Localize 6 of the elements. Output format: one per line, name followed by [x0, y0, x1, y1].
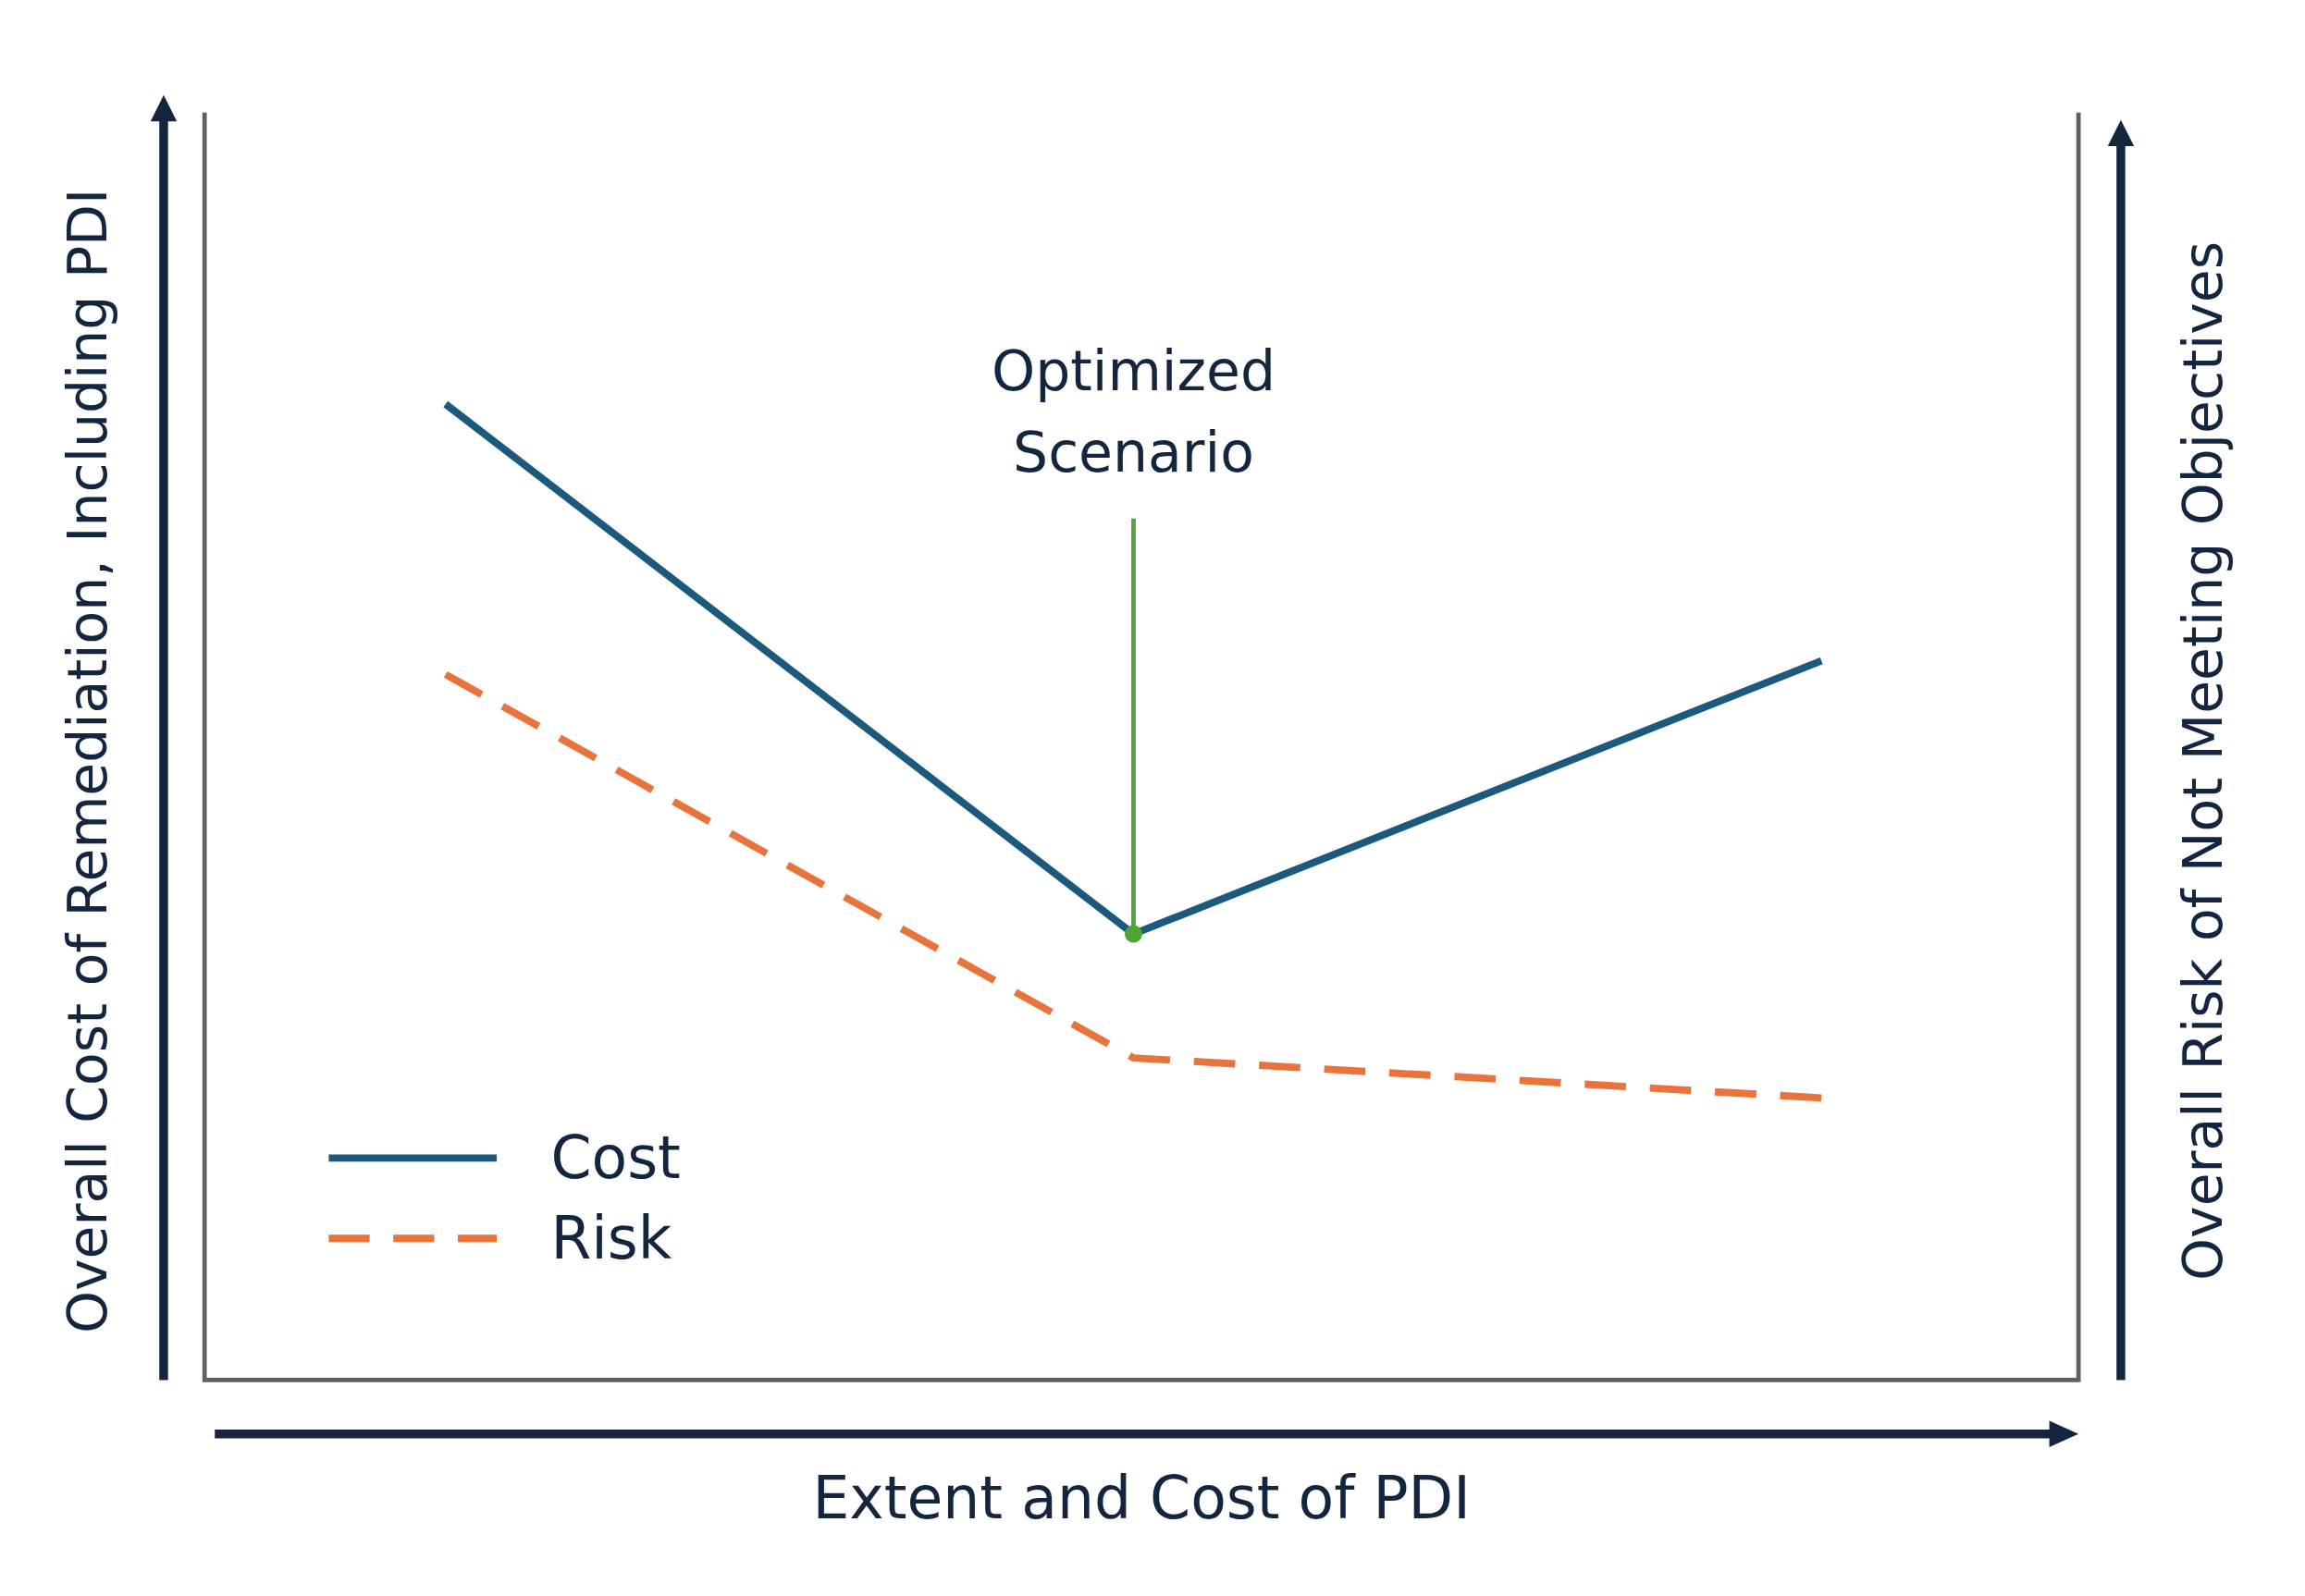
y2-axis-title: Overall Risk of Not Meeting Objectives — [2171, 240, 2235, 1281]
legend-label: Risk — [550, 1204, 672, 1273]
y-axis-title: Overall Cost of Remediation, Including PDI — [56, 188, 120, 1334]
annotation: Optimized Scenario — [991, 338, 1276, 485]
x-axis-title: Extent and Cost of PDI — [812, 1464, 1471, 1533]
legend-label: Cost — [550, 1123, 681, 1193]
